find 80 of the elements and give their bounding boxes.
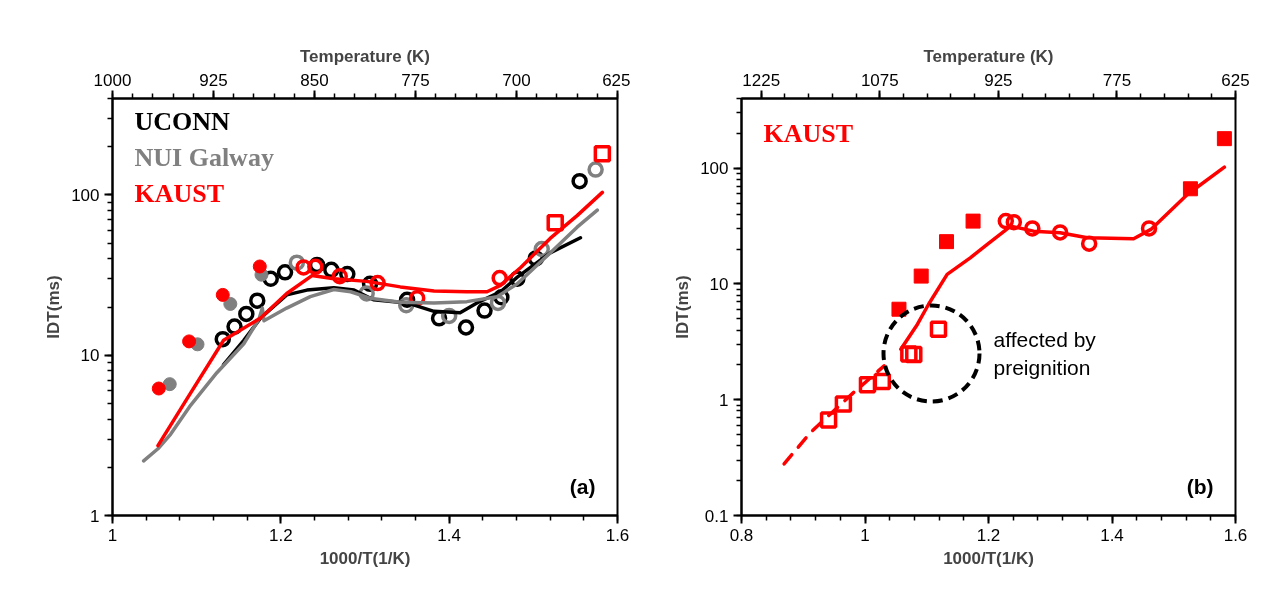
point <box>913 268 929 284</box>
x2-tick-label: 625 <box>1221 70 1250 90</box>
annotation: (a) <box>569 474 596 498</box>
y-tick-label: 10 <box>709 274 729 294</box>
y-tick-label: 100 <box>71 185 100 205</box>
point <box>571 172 588 190</box>
point <box>182 334 197 349</box>
line-series <box>141 208 600 463</box>
point <box>358 285 375 302</box>
x-tick-label: 1.6 <box>605 525 630 545</box>
point <box>593 144 612 163</box>
point <box>1140 220 1158 237</box>
point <box>238 305 255 323</box>
point <box>965 213 981 229</box>
point <box>215 287 230 302</box>
point <box>1216 131 1232 147</box>
x-tick-label: 1 <box>860 525 870 545</box>
x2-tick-label: 625 <box>602 70 631 90</box>
y-tick-label: 1 <box>90 506 100 526</box>
point <box>1080 235 1098 252</box>
x2-tick-label: 1225 <box>742 70 781 90</box>
x-tick-label: 1.4 <box>1100 525 1124 545</box>
x2-tick-label: 775 <box>1102 70 1132 90</box>
x-tick-label: 1 <box>107 525 118 545</box>
text: KAUST <box>763 118 854 148</box>
x-tick-label: 1.2 <box>269 525 293 545</box>
x-tick-label: 0.8 <box>729 525 754 545</box>
x2-tick-label: 1075 <box>860 70 899 90</box>
y-tick-label: 0.1 <box>704 506 729 526</box>
point <box>1051 224 1069 241</box>
point <box>939 234 955 250</box>
x2-axis-title: Temperature (K) <box>299 46 431 66</box>
point <box>162 377 177 392</box>
text: NUI Galway <box>134 142 274 172</box>
point <box>858 375 877 394</box>
point <box>546 214 564 232</box>
y-axis-title: IDT(ms) <box>44 275 64 339</box>
text: KAUST <box>134 178 225 208</box>
point <box>1005 213 1023 231</box>
point <box>819 411 838 429</box>
point <box>223 296 238 311</box>
x2-tick-label: 775 <box>401 70 430 90</box>
annotation: affected by preignition <box>993 328 1097 379</box>
point <box>276 264 294 281</box>
point <box>252 259 267 274</box>
point <box>151 381 166 396</box>
point <box>873 372 892 391</box>
x2-tick-label: 700 <box>502 70 531 90</box>
point <box>249 292 266 309</box>
point <box>262 270 279 288</box>
point <box>834 395 853 413</box>
x-axis-title: 1000/T(1/K) <box>943 548 1034 568</box>
point <box>457 319 475 336</box>
x-tick-label: 1.4 <box>437 525 461 545</box>
y-tick-label: 100 <box>700 159 729 179</box>
x-tick-label: 1.2 <box>976 525 1001 545</box>
y-axis-title: IDT(ms) <box>673 275 693 339</box>
point <box>905 345 923 364</box>
point <box>929 320 948 338</box>
point <box>491 269 508 287</box>
y-tick-label: 1 <box>719 390 729 410</box>
point <box>369 274 386 292</box>
x-axis-title: 1000/T(1/K) <box>319 548 411 568</box>
point <box>997 212 1015 230</box>
x2-tick-label: 925 <box>199 70 228 90</box>
point <box>476 302 493 319</box>
point <box>489 294 507 312</box>
x2-tick-label: 925 <box>984 70 1013 90</box>
annotation: (b) <box>1186 474 1214 498</box>
x2-tick-label: 850 <box>300 70 329 90</box>
point <box>587 161 604 178</box>
text: UCONN <box>134 106 231 136</box>
x-tick-label: 1.6 <box>1223 525 1248 545</box>
point <box>295 259 312 276</box>
x2-axis-title: Temperature (K) <box>923 46 1054 66</box>
point <box>900 345 918 363</box>
point <box>331 268 348 285</box>
point <box>1024 220 1041 237</box>
x2-tick-label: 1000 <box>93 70 132 90</box>
y-tick-label: 10 <box>80 346 100 366</box>
